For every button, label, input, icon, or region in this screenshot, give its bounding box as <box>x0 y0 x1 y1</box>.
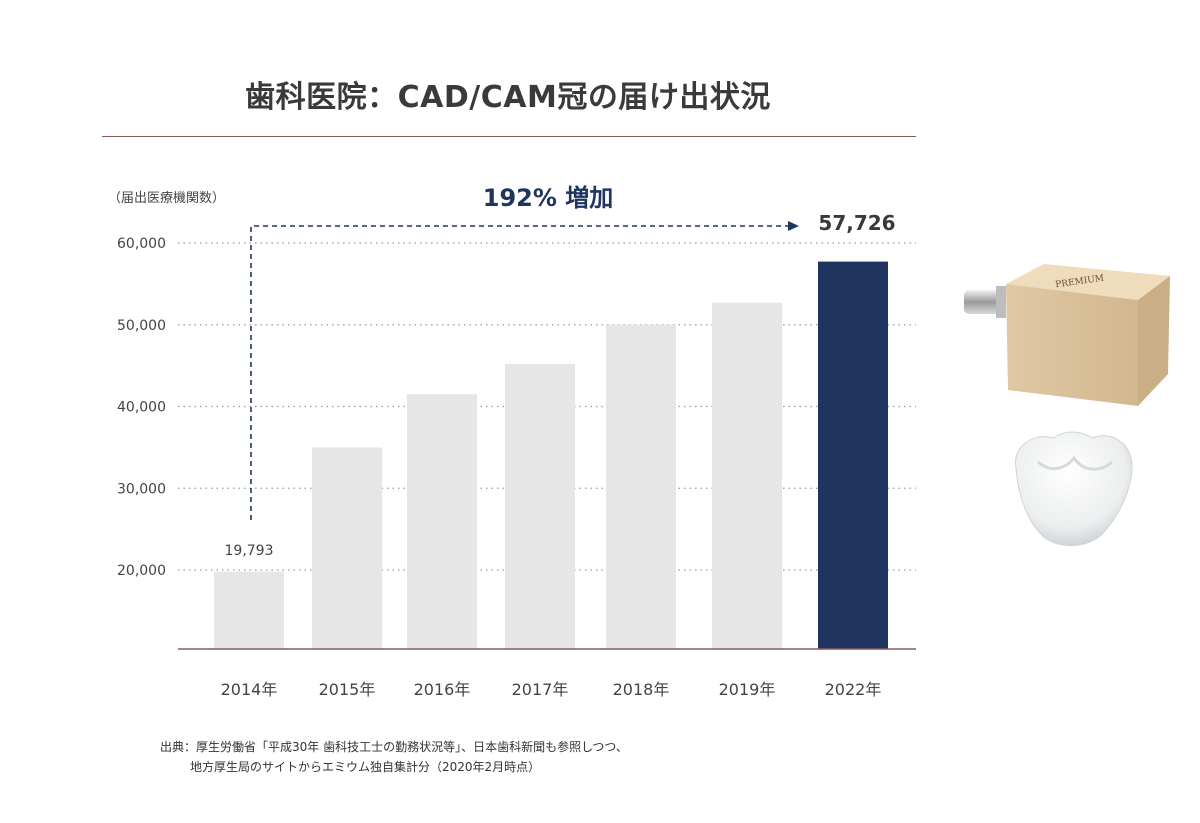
dental-crown-image <box>1015 431 1133 546</box>
y-axis-label: （届出医療機関数） <box>108 191 225 206</box>
x-tick-label: 2014年 <box>221 680 278 699</box>
x-tick-label: 2015年 <box>319 680 376 699</box>
y-tick-label: 40,000 <box>117 400 166 416</box>
chart-title: 歯科医院：CAD/CAM冠の届け出状況 <box>245 80 771 115</box>
x-tick-label: 2019年 <box>719 680 776 699</box>
title-divider <box>102 136 916 137</box>
y-tick-label: 30,000 <box>117 481 166 497</box>
cad-cam-block-image: PREMIUM <box>964 264 1170 406</box>
x-tick-label: 2017年 <box>512 680 569 699</box>
x-tick-label: 2016年 <box>414 680 471 699</box>
y-tick-label: 60,000 <box>117 236 166 252</box>
data-label: 57,726 <box>818 211 895 235</box>
bar <box>407 394 477 649</box>
growth-annotation: 192% 増加 <box>483 184 614 212</box>
y-tick-label: 20,000 <box>117 563 166 579</box>
bar <box>214 571 284 649</box>
bar <box>712 302 782 649</box>
y-tick-label: 50,000 <box>117 318 166 334</box>
growth-arrow-head <box>788 221 799 231</box>
source-line-1: 出典：厚生労働省「平成30年 歯科技工士の勤務状況等」、日本歯科新聞も参照しつつ… <box>160 740 628 754</box>
data-label: 19,793 <box>225 543 274 559</box>
x-tick-label: 2018年 <box>613 680 670 699</box>
bar <box>312 447 382 649</box>
bar <box>505 363 575 649</box>
bar <box>606 324 676 649</box>
source-note: 出典：厚生労働省「平成30年 歯科技工士の勤務状況等」、日本歯科新聞も参照しつつ… <box>160 737 628 777</box>
growth-arrow-line <box>250 225 788 520</box>
x-tick-label: 2022年 <box>825 680 882 699</box>
bar <box>818 261 888 649</box>
source-line-2: 地方厚生局のサイトからエミウム独自集計分（2020年2月時点） <box>190 760 541 774</box>
